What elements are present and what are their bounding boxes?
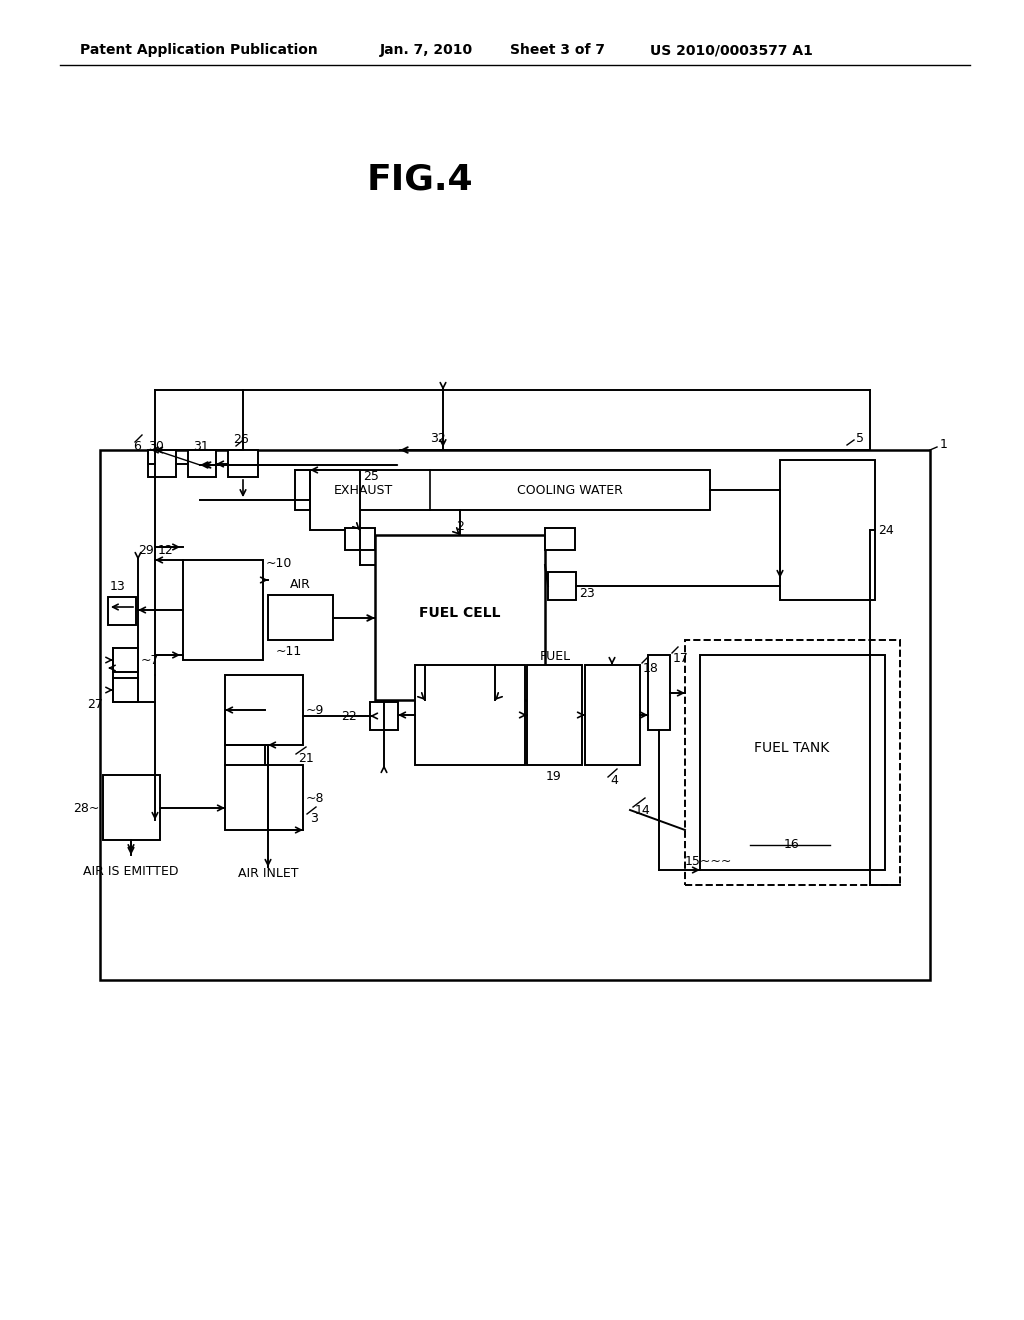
Text: 31: 31 [193,440,209,453]
Text: ~7: ~7 [141,653,160,667]
Text: ~8: ~8 [306,792,325,804]
Bar [585,665,640,766]
Text: 28~: 28~ [74,801,100,814]
Text: 14: 14 [635,804,650,817]
Text: 18: 18 [643,663,658,675]
Bar [527,665,582,766]
Bar [345,528,375,550]
Text: 1: 1 [940,438,948,451]
Text: 12: 12 [158,544,174,557]
Text: 4: 4 [610,774,617,787]
Bar [548,572,575,601]
Bar [545,528,575,550]
Text: 17: 17 [673,652,689,665]
Text: 5: 5 [856,432,864,445]
Text: 15~~~: 15~~~ [685,855,732,869]
Bar [295,470,710,510]
Text: 13: 13 [110,579,126,593]
Text: 23: 23 [579,587,595,601]
Text: 24: 24 [878,524,894,536]
Bar [370,702,398,730]
Bar [685,640,900,884]
Text: COOLING WATER: COOLING WATER [517,483,623,496]
Bar [375,535,545,700]
Bar [648,655,670,730]
Text: 6: 6 [133,441,141,454]
Text: 30: 30 [148,440,164,453]
Text: 25: 25 [362,470,379,483]
Bar [148,450,176,477]
Bar [183,560,263,660]
Text: FIG.4: FIG.4 [367,162,473,197]
Bar [310,470,360,531]
Text: US 2010/0003577 A1: US 2010/0003577 A1 [650,44,813,57]
Bar [108,597,136,624]
Bar [225,766,303,830]
Bar [100,450,930,979]
Text: 26: 26 [233,433,249,446]
Text: EXHAUST: EXHAUST [334,483,392,496]
Bar [268,595,333,640]
Bar [415,665,525,766]
Text: 29: 29 [138,544,154,557]
Bar [225,675,303,744]
Text: AIR IS EMITTED: AIR IS EMITTED [83,865,179,878]
Bar [188,450,216,477]
Text: AIR INLET: AIR INLET [238,867,298,880]
Text: ~10: ~10 [266,557,293,570]
Text: 32: 32 [430,432,445,445]
Bar [228,450,258,477]
Text: FUEL: FUEL [540,651,571,664]
Text: Patent Application Publication: Patent Application Publication [80,44,317,57]
Text: 2: 2 [456,520,464,533]
Text: Jan. 7, 2010: Jan. 7, 2010 [380,44,473,57]
Bar [780,459,874,601]
Text: ~11: ~11 [276,645,302,657]
Bar [113,678,138,702]
Bar [113,648,138,672]
Text: 3: 3 [310,812,317,825]
Text: 19: 19 [546,771,562,784]
Text: 21: 21 [298,751,313,764]
Bar [700,655,885,870]
Text: ~9: ~9 [306,704,325,717]
Text: 16: 16 [784,838,800,851]
Text: 27: 27 [87,698,103,711]
Text: Sheet 3 of 7: Sheet 3 of 7 [510,44,605,57]
Bar [103,775,160,840]
Text: 22~: 22~ [341,710,367,722]
Text: FUEL TANK: FUEL TANK [755,741,829,755]
Text: FUEL CELL: FUEL CELL [419,606,501,620]
Text: AIR: AIR [290,578,310,591]
